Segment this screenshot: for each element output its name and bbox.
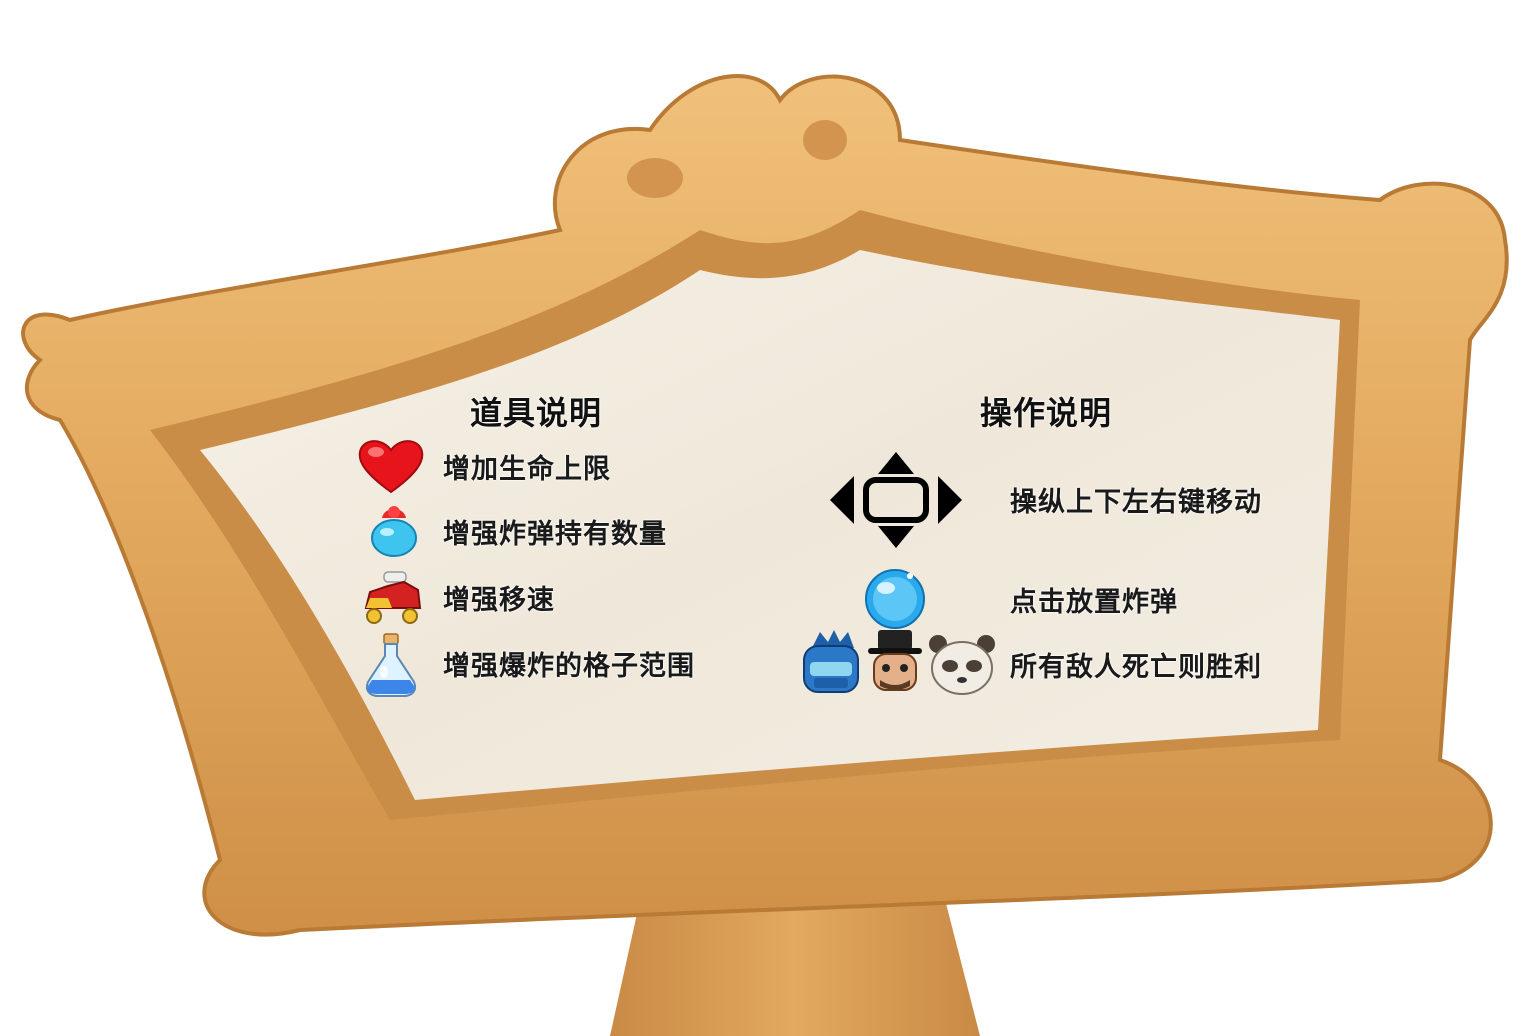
win-condition-label: 所有敌人死亡则胜利 bbox=[1010, 652, 1262, 683]
frame-knot-right bbox=[803, 120, 847, 160]
roller-skate-icon bbox=[360, 568, 424, 628]
frame-knot-left bbox=[627, 158, 683, 198]
place-bomb-label: 点击放置炸弹 bbox=[1010, 587, 1178, 618]
bomb-item-label: 增强炸弹持有数量 bbox=[443, 519, 667, 550]
items-heading: 道具说明 bbox=[470, 394, 603, 432]
heart-item-label: 增加生命上限 bbox=[443, 454, 611, 485]
controls-heading: 操作说明 bbox=[980, 394, 1113, 432]
enemies-icon bbox=[798, 628, 998, 698]
panda-enemy-icon bbox=[929, 635, 995, 695]
move-control-label: 操纵上下左右键移动 bbox=[1010, 487, 1262, 518]
potion-icon bbox=[362, 632, 420, 698]
sign-board bbox=[200, 250, 1340, 800]
heart-icon bbox=[356, 436, 426, 496]
blue-ninja-enemy-icon bbox=[803, 630, 859, 693]
potion-item-label: 增强爆炸的格子范围 bbox=[443, 651, 695, 682]
bomb-icon bbox=[366, 502, 422, 560]
arrow-keys-icon bbox=[826, 448, 966, 552]
blue-bubble-icon bbox=[862, 566, 928, 630]
skate-item-label: 增强移速 bbox=[443, 585, 555, 616]
top-hat-enemy-icon bbox=[868, 630, 922, 691]
sign-post bbox=[610, 880, 980, 1036]
